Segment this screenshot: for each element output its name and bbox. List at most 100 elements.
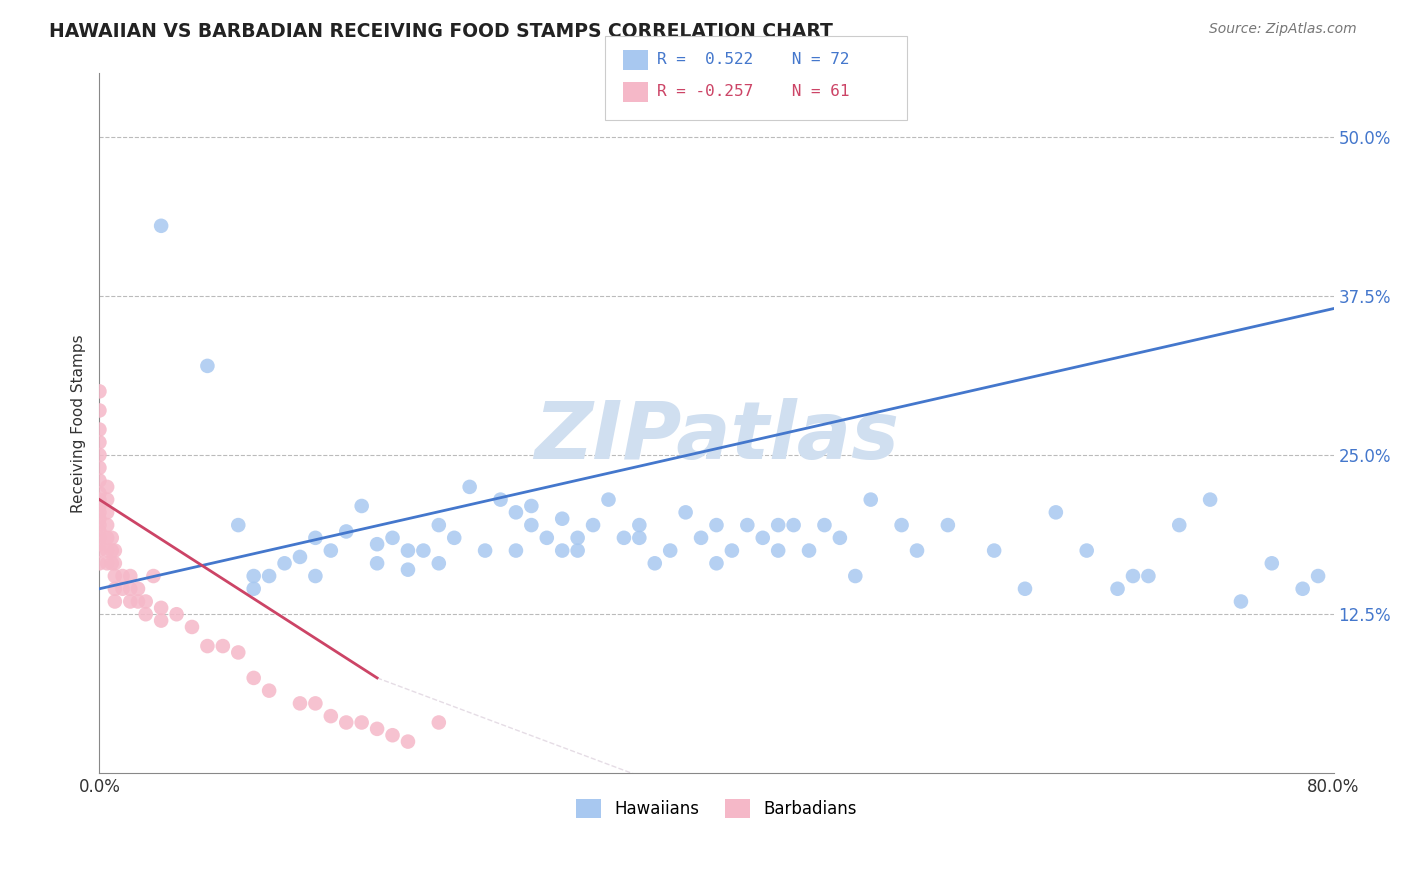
Point — [89, 486, 111, 500]
Point — [1199, 492, 1222, 507]
Point — [226, 518, 249, 533]
Point — [1168, 518, 1191, 533]
Point — [567, 531, 589, 545]
Point — [536, 531, 558, 545]
Point — [582, 518, 605, 533]
Point — [613, 531, 636, 545]
Point — [150, 600, 173, 615]
Point — [766, 543, 789, 558]
Point — [1014, 582, 1036, 596]
Point — [89, 505, 111, 519]
Point — [142, 569, 165, 583]
Point — [166, 607, 188, 622]
Point — [127, 582, 149, 596]
Legend: Hawaiians, Barbadians: Hawaiians, Barbadians — [569, 792, 863, 824]
Point — [335, 524, 357, 539]
Point — [412, 543, 434, 558]
Point — [458, 480, 481, 494]
Text: HAWAIIAN VS BARBADIAN RECEIVING FOOD STAMPS CORRELATION CHART: HAWAIIAN VS BARBADIAN RECEIVING FOOD STA… — [49, 22, 834, 41]
Point — [1045, 505, 1067, 519]
Point — [706, 518, 728, 533]
Point — [366, 537, 388, 551]
Point — [567, 543, 589, 558]
Point — [150, 219, 173, 233]
Point — [197, 639, 219, 653]
Point — [120, 594, 142, 608]
Point — [100, 556, 122, 570]
Point — [782, 518, 804, 533]
Point — [319, 709, 342, 723]
Point — [520, 518, 543, 533]
Point — [257, 569, 280, 583]
Point — [226, 645, 249, 659]
Point — [127, 594, 149, 608]
Point — [690, 531, 713, 545]
Point — [443, 531, 465, 545]
Point — [551, 543, 574, 558]
Point — [721, 543, 744, 558]
Point — [89, 499, 111, 513]
Point — [427, 518, 450, 533]
Point — [813, 518, 835, 533]
Point — [242, 671, 264, 685]
Point — [96, 518, 118, 533]
Point — [396, 734, 419, 748]
Point — [96, 531, 118, 545]
Text: R =  0.522    N = 72: R = 0.522 N = 72 — [657, 53, 849, 67]
Point — [197, 359, 219, 373]
Point — [89, 448, 111, 462]
Point — [304, 569, 326, 583]
Point — [89, 474, 111, 488]
Point — [350, 499, 373, 513]
Point — [304, 697, 326, 711]
Point — [242, 582, 264, 596]
Point — [89, 512, 111, 526]
Point — [104, 556, 127, 570]
Point — [427, 715, 450, 730]
Point — [489, 492, 512, 507]
Point — [1261, 556, 1284, 570]
Point — [751, 531, 773, 545]
Point — [737, 518, 759, 533]
Point — [396, 543, 419, 558]
Point — [319, 543, 342, 558]
Point — [96, 492, 118, 507]
Point — [335, 715, 357, 730]
Point — [135, 607, 157, 622]
Point — [628, 531, 651, 545]
Point — [150, 614, 173, 628]
Point — [766, 518, 789, 533]
Point — [350, 715, 373, 730]
Point — [89, 423, 111, 437]
Point — [100, 543, 122, 558]
Point — [381, 728, 404, 742]
Point — [89, 556, 111, 570]
Point — [844, 569, 866, 583]
Point — [181, 620, 204, 634]
Point — [111, 569, 134, 583]
Point — [505, 505, 527, 519]
Point — [598, 492, 620, 507]
Point — [89, 524, 111, 539]
Text: R = -0.257    N = 61: R = -0.257 N = 61 — [657, 85, 849, 99]
Y-axis label: Receiving Food Stamps: Receiving Food Stamps — [72, 334, 86, 513]
Point — [366, 722, 388, 736]
Point — [1076, 543, 1098, 558]
Point — [396, 563, 419, 577]
Point — [288, 549, 311, 564]
Text: Source: ZipAtlas.com: Source: ZipAtlas.com — [1209, 22, 1357, 37]
Point — [104, 582, 127, 596]
Point — [96, 556, 118, 570]
Point — [89, 435, 111, 450]
Point — [257, 683, 280, 698]
Point — [89, 543, 111, 558]
Point — [706, 556, 728, 570]
Point — [96, 543, 118, 558]
Point — [474, 543, 496, 558]
Point — [135, 594, 157, 608]
Point — [1292, 582, 1315, 596]
Point — [89, 518, 111, 533]
Point — [1306, 569, 1329, 583]
Point — [659, 543, 682, 558]
Point — [89, 460, 111, 475]
